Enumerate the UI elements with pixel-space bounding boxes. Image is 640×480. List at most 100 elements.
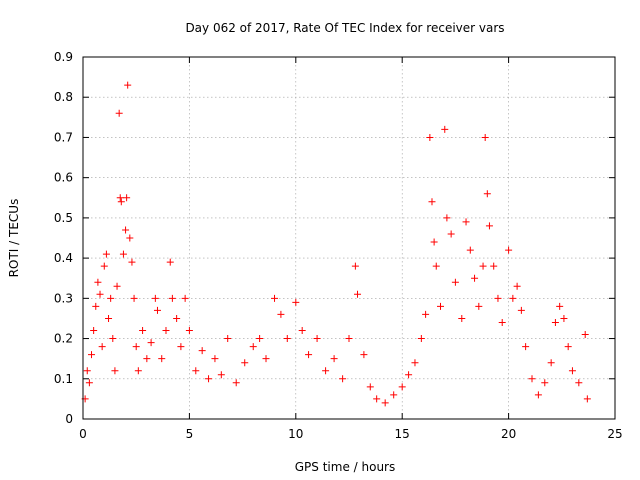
- x-axis-label: GPS time / hours: [295, 460, 396, 474]
- data-point: [366, 383, 374, 391]
- y-tick-label: 0.3: [54, 291, 73, 305]
- data-point: [522, 343, 530, 351]
- data-point: [139, 327, 147, 335]
- data-point: [390, 391, 398, 399]
- data-point: [373, 395, 381, 403]
- data-point: [541, 379, 549, 387]
- data-point: [505, 246, 513, 254]
- data-point: [305, 351, 313, 359]
- data-point: [262, 355, 270, 363]
- data-point: [283, 335, 291, 343]
- data-point: [158, 355, 166, 363]
- plot-frame: [82, 56, 616, 420]
- data-point: [162, 327, 170, 335]
- ticks-layer: 0 5 10 15 20 25 0 0.1 0.2 0.3 0.4 0.5 0.6 0.7 0.8 0.9: [54, 50, 623, 441]
- data-point: [568, 367, 576, 375]
- x-tick-label: 25: [607, 427, 622, 441]
- data-point: [185, 327, 193, 335]
- data-point: [551, 318, 559, 326]
- data-point: [166, 258, 174, 266]
- data-point: [513, 282, 521, 290]
- data-point: [575, 379, 583, 387]
- data-point: [430, 238, 438, 246]
- data-point: [547, 359, 555, 367]
- data-point: [330, 355, 338, 363]
- data-point: [105, 314, 113, 322]
- data-point: [113, 282, 121, 290]
- data-point: [560, 314, 568, 322]
- data-point: [211, 355, 219, 363]
- data-point: [217, 371, 225, 379]
- data-point: [173, 314, 181, 322]
- data-point: [447, 230, 455, 238]
- data-point: [271, 294, 279, 302]
- data-point: [471, 274, 479, 282]
- data-point: [151, 294, 159, 302]
- data-point: [111, 367, 119, 375]
- data-point: [398, 383, 406, 391]
- grid-layer: [83, 57, 615, 419]
- data-point: [479, 262, 487, 270]
- data-point: [528, 375, 536, 383]
- data-point: [192, 367, 200, 375]
- data-point: [313, 335, 321, 343]
- data-point: [115, 109, 123, 117]
- x-tick-label: 10: [288, 427, 303, 441]
- data-point: [122, 226, 130, 234]
- data-point: [322, 367, 330, 375]
- data-point: [128, 258, 136, 266]
- data-point: [360, 351, 368, 359]
- y-tick-label: 0.5: [54, 211, 73, 225]
- data-point: [494, 294, 502, 302]
- data-point: [509, 294, 517, 302]
- y-tick-label: 0.4: [54, 251, 73, 265]
- data-point: [437, 302, 445, 310]
- data-point: [98, 343, 106, 351]
- y-tick-label: 0.8: [54, 90, 73, 104]
- y-tick-label: 0.7: [54, 130, 73, 144]
- data-point: [92, 302, 100, 310]
- data-point: [168, 294, 176, 302]
- x-tick-label: 15: [395, 427, 410, 441]
- data-point: [277, 310, 285, 318]
- data-point: [432, 262, 440, 270]
- data-point: [381, 399, 389, 407]
- y-tick-label: 0.9: [54, 50, 73, 64]
- data-point: [466, 246, 474, 254]
- data-point: [83, 367, 91, 375]
- data-point: [107, 294, 115, 302]
- data-point: [556, 302, 564, 310]
- data-point: [345, 335, 353, 343]
- data-point: [583, 395, 591, 403]
- data-point: [119, 250, 127, 258]
- data-point: [88, 351, 96, 359]
- data-point: [534, 391, 542, 399]
- data-point: [116, 194, 124, 202]
- x-tick-label: 20: [501, 427, 516, 441]
- data-point: [132, 343, 140, 351]
- data-point: [475, 302, 483, 310]
- data-point: [205, 375, 213, 383]
- data-point: [123, 194, 131, 202]
- data-point: [426, 133, 434, 141]
- points-layer: [81, 81, 591, 407]
- data-point: [130, 294, 138, 302]
- data-point: [351, 262, 359, 270]
- data-point: [147, 339, 155, 347]
- data-point: [198, 347, 206, 355]
- data-point: [517, 306, 525, 314]
- data-point: [481, 133, 489, 141]
- data-point: [483, 190, 491, 198]
- data-point: [102, 250, 110, 258]
- data-point: [485, 222, 493, 230]
- data-point: [117, 198, 125, 206]
- data-point: [458, 314, 466, 322]
- data-point: [143, 355, 151, 363]
- data-point: [126, 234, 134, 242]
- data-point: [153, 306, 161, 314]
- x-tick-label: 5: [186, 427, 194, 441]
- data-point: [405, 371, 413, 379]
- data-point: [181, 294, 189, 302]
- data-point: [298, 327, 306, 335]
- chart-title: Day 062 of 2017, Rate Of TEC Index for r…: [185, 21, 504, 35]
